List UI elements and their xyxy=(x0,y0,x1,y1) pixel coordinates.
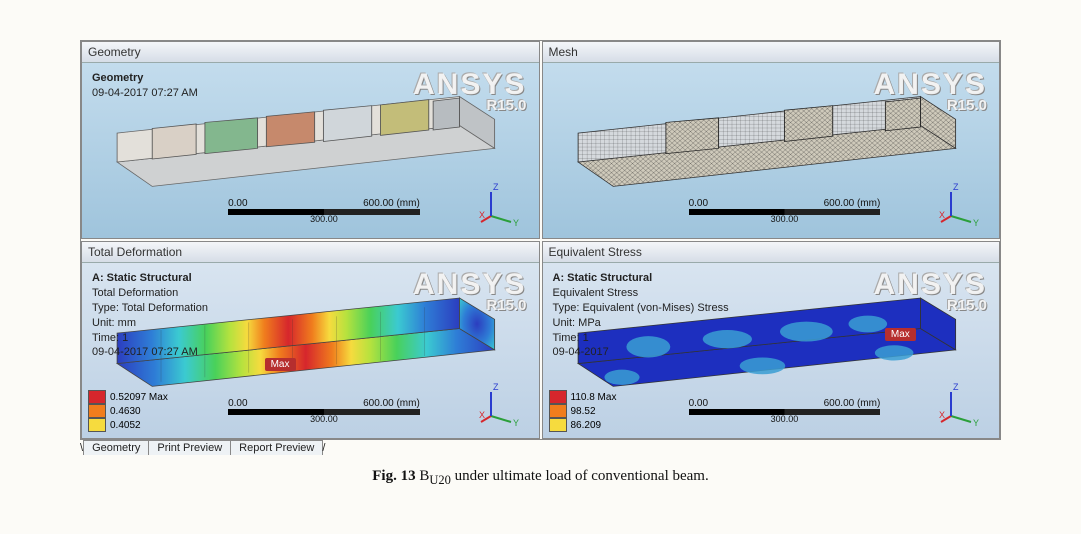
svg-text:X: X xyxy=(479,210,485,220)
panel-body[interactable]: ANSYS R15.0 xyxy=(543,63,1000,238)
svg-text:Y: Y xyxy=(973,418,979,428)
svg-text:Y: Y xyxy=(513,418,519,428)
max-tag: Max xyxy=(885,328,916,341)
deformation-legend: 0.52097 Max 0.4630 0.4052 xyxy=(88,390,168,432)
tab-geometry[interactable]: Geometry xyxy=(83,440,149,455)
svg-text:X: X xyxy=(939,210,945,220)
ansys-quad-view: Geometry Geometry 09-04-2017 07:27 AM AN… xyxy=(80,40,1001,440)
panel-title: Equivalent Stress xyxy=(543,242,1000,263)
scalebar: 0.00 600.00 (mm) 300.00 xyxy=(228,398,420,424)
meta-title: Geometry xyxy=(92,71,198,86)
meta-l6: 09-04-2017 07:27 AM xyxy=(92,345,208,360)
caption-symbol: B xyxy=(419,468,429,484)
svg-text:Z: Z xyxy=(493,382,499,392)
caption-sub: U20 xyxy=(429,473,451,487)
tab-report-preview[interactable]: Report Preview xyxy=(230,440,323,455)
scale-mid: 300.00 xyxy=(228,414,420,424)
svg-text:X: X xyxy=(939,410,945,420)
watermark: ANSYS R15.0 xyxy=(874,73,987,114)
watermark: ANSYS R15.0 xyxy=(413,73,526,114)
tab-print-preview[interactable]: Print Preview xyxy=(148,440,231,455)
figure-caption: Fig. 13 BU20 under ultimate load of conv… xyxy=(80,468,1001,488)
scalebar: 0.00 600.00 (mm) 300.00 xyxy=(689,398,881,424)
scalebar: 0.00 600.00 (mm) 300.00 xyxy=(228,198,420,224)
watermark-logo: ANSYS xyxy=(874,73,987,97)
deformation-meta: A: Static Structural Total Deformation T… xyxy=(92,271,208,360)
panel-stress: Equivalent Stress A: Static Structural E… xyxy=(542,241,1001,439)
watermark: ANSYS R15.0 xyxy=(413,273,526,314)
triad-icon: Y X Z xyxy=(479,178,529,228)
watermark: ANSYS R15.0 xyxy=(874,273,987,314)
svg-text:X: X xyxy=(479,410,485,420)
svg-text:Z: Z xyxy=(953,182,959,192)
caption-prefix: Fig. 13 xyxy=(372,468,419,484)
scale-end: 600.00 (mm) xyxy=(824,398,881,409)
scale-mid: 300.00 xyxy=(689,214,881,224)
triad-icon: Y X Z xyxy=(939,378,989,428)
meta-l1: A: Static Structural xyxy=(92,271,208,286)
meta-l2: Total Deformation xyxy=(92,286,208,301)
meta-timestamp: 09-04-2017 07:27 AM xyxy=(92,86,198,101)
scale-mid: 300.00 xyxy=(689,414,881,424)
panel-deformation: Total Deformation A: Static Structural T… xyxy=(81,241,540,439)
leg-v: 98.52 xyxy=(571,406,596,417)
leg-v: 0.52097 Max xyxy=(110,392,168,403)
caption-rest: under ultimate load of conventional beam… xyxy=(451,468,709,484)
scale-start: 0.00 xyxy=(689,398,708,409)
panel-title: Total Deformation xyxy=(82,242,539,263)
meta-l3: Type: Total Deformation xyxy=(92,301,208,316)
triad-icon: Y X Z xyxy=(939,178,989,228)
panel-body[interactable]: A: Static Structural Total Deformation T… xyxy=(82,263,539,438)
meta-l1: A: Static Structural xyxy=(553,271,729,286)
meta-l6: 09-04-2017 xyxy=(553,345,729,360)
scalebar: 0.00 600.00 (mm) 300.00 xyxy=(689,198,881,224)
scale-mid: 300.00 xyxy=(228,214,420,224)
stress-meta: A: Static Structural Equivalent Stress T… xyxy=(553,271,729,360)
panel-body[interactable]: A: Static Structural Equivalent Stress T… xyxy=(543,263,1000,438)
scale-start: 0.00 xyxy=(228,198,247,209)
leg-v: 86.209 xyxy=(571,420,602,431)
bottom-tabs: \GeometryPrint PreviewReport Preview/ xyxy=(80,442,1001,454)
leg-v: 0.4630 xyxy=(110,406,141,417)
scale-end: 600.00 (mm) xyxy=(363,398,420,409)
panel-mesh: Mesh ANSYS R15.0 xyxy=(542,41,1001,239)
panel-title: Mesh xyxy=(543,42,1000,63)
panel-geometry: Geometry Geometry 09-04-2017 07:27 AM AN… xyxy=(81,41,540,239)
meta-l5: Time: 1 xyxy=(92,331,208,346)
svg-text:Y: Y xyxy=(513,218,519,228)
triad-icon: Y X Z xyxy=(479,378,529,428)
scale-start: 0.00 xyxy=(689,198,708,209)
geometry-meta: Geometry 09-04-2017 07:27 AM xyxy=(92,71,198,101)
watermark-logo: ANSYS xyxy=(413,273,526,297)
leg-v: 110.8 Max xyxy=(571,392,617,403)
scale-start: 0.00 xyxy=(228,398,247,409)
meta-l3: Type: Equivalent (von-Mises) Stress xyxy=(553,301,729,316)
svg-text:Z: Z xyxy=(493,182,499,192)
max-tag: Max xyxy=(265,358,296,371)
panel-title: Geometry xyxy=(82,42,539,63)
svg-text:Y: Y xyxy=(973,218,979,228)
meta-l4: Unit: MPa xyxy=(553,316,729,331)
meta-l4: Unit: mm xyxy=(92,316,208,331)
scale-end: 600.00 (mm) xyxy=(824,198,881,209)
stress-legend: 110.8 Max 98.52 86.209 xyxy=(549,390,617,432)
svg-text:Z: Z xyxy=(953,382,959,392)
meta-l5: Time: 1 xyxy=(553,331,729,346)
leg-v: 0.4052 xyxy=(110,420,141,431)
watermark-logo: ANSYS xyxy=(413,73,526,97)
panel-body[interactable]: Geometry 09-04-2017 07:27 AM ANSYS R15.0 xyxy=(82,63,539,238)
watermark-logo: ANSYS xyxy=(874,273,987,297)
meta-l2: Equivalent Stress xyxy=(553,286,729,301)
scale-end: 600.00 (mm) xyxy=(363,198,420,209)
